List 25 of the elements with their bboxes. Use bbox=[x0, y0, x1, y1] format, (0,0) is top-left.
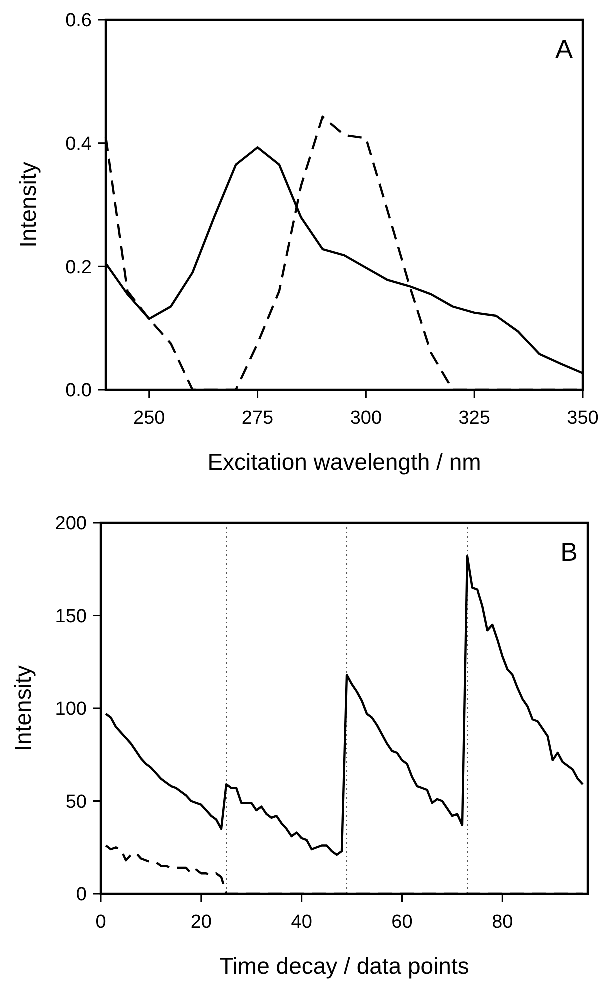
y-tick-label: 50 bbox=[66, 792, 87, 813]
x-axis-title: Excitation wavelength / nm bbox=[208, 449, 482, 475]
x-tick-label: 275 bbox=[242, 408, 274, 429]
x-tick-label: 80 bbox=[492, 912, 514, 933]
y-tick-label: 200 bbox=[55, 514, 87, 535]
x-tick-label: 40 bbox=[291, 912, 312, 933]
x-tick-label: 300 bbox=[350, 408, 382, 429]
y-axis-title: Intensity bbox=[10, 665, 36, 752]
x-tick-label: 325 bbox=[458, 408, 490, 429]
x-tick-label: 20 bbox=[190, 912, 212, 933]
y-tick-label: 0.2 bbox=[66, 257, 92, 278]
x-tick-label: 350 bbox=[567, 408, 599, 429]
y-tick-label: 150 bbox=[55, 606, 87, 628]
y-tick-label: 0 bbox=[76, 884, 87, 906]
y-tick-label: 100 bbox=[55, 699, 87, 720]
x-tick-label: 250 bbox=[134, 408, 166, 429]
y-axis-title: Intensity bbox=[15, 162, 41, 248]
annotation: B bbox=[560, 537, 578, 567]
y-tick-label: 0.0 bbox=[66, 380, 92, 402]
x-tick-label: 0 bbox=[96, 912, 106, 933]
x-tick-label: 60 bbox=[392, 912, 413, 933]
annotation: A bbox=[556, 34, 574, 64]
x-axis-title: Time decay / data points bbox=[220, 953, 470, 979]
y-tick-label: 0.6 bbox=[66, 10, 92, 32]
y-tick-label: 0.4 bbox=[66, 134, 92, 155]
